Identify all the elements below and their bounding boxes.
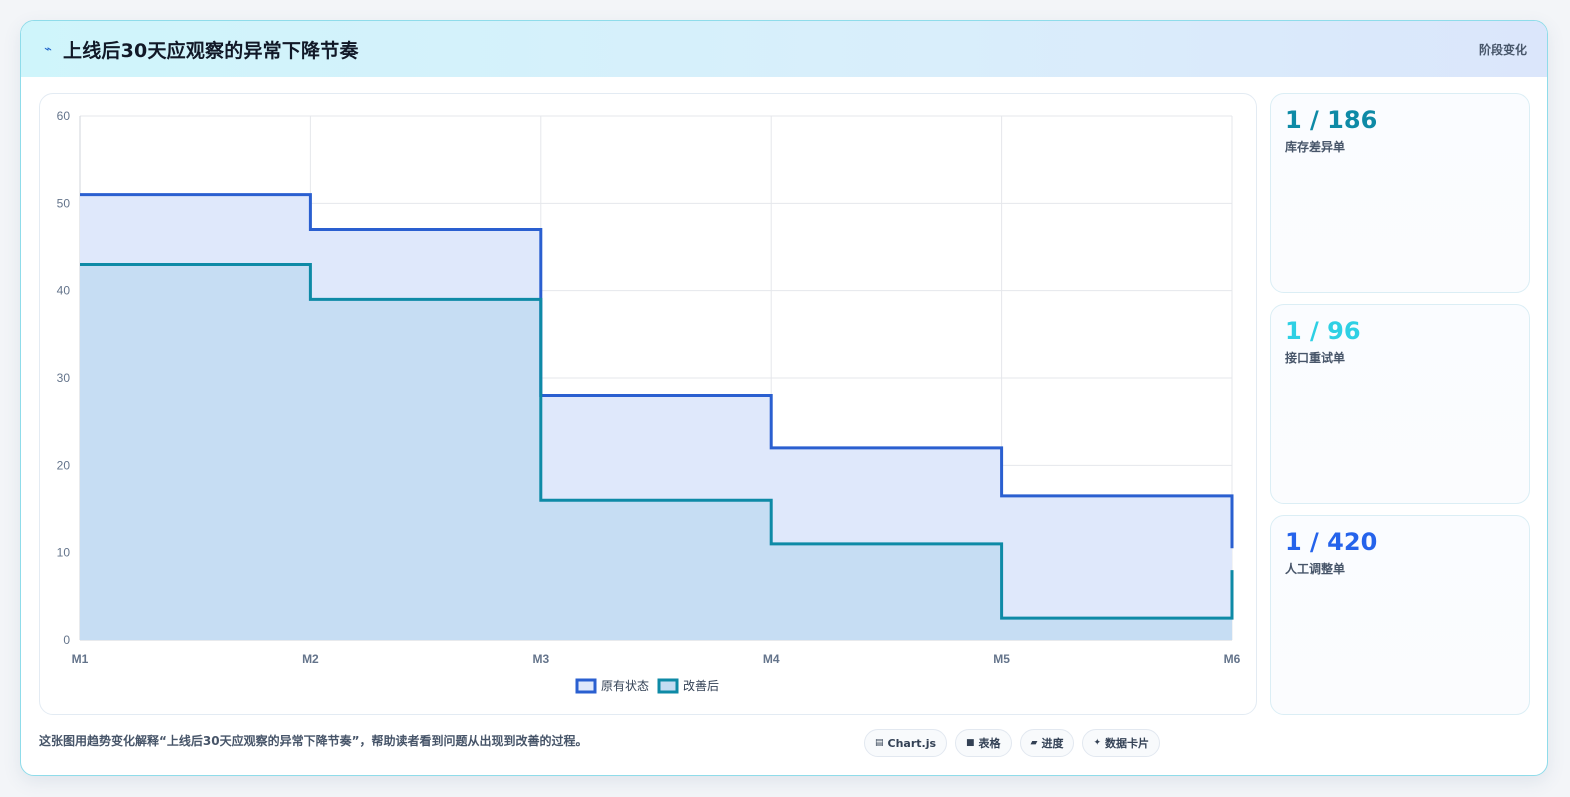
y-tick-label: 20 xyxy=(57,458,71,472)
stat-value: 1 / 420 xyxy=(1285,528,1378,556)
stat-card-inventory: 1 / 186 库存差异单 xyxy=(1270,93,1530,293)
y-tick-label: 50 xyxy=(57,196,71,210)
page-title: 上线后30天应观察的异常下降节奏 xyxy=(63,39,359,62)
stat-value: 1 / 96 xyxy=(1285,317,1361,345)
x-tick-label: M6 xyxy=(1224,652,1241,666)
series-line-0 xyxy=(80,193,1234,549)
stat-card-api-retry: 1 / 96 接口重试单 xyxy=(1270,304,1530,504)
stage-change-tag: 阶段变化 xyxy=(1478,42,1527,57)
legend-swatch xyxy=(575,678,597,694)
tech-chips: ▤ Chart.js ■ 表格 ▰ 进度 ✦ 数据卡片 xyxy=(864,729,1161,757)
legend-label: 原有状态 xyxy=(601,679,649,693)
x-tick-label: M5 xyxy=(993,652,1010,666)
chip-data-card[interactable]: ✦ 数据卡片 xyxy=(1082,729,1161,757)
chip-label: 表格 xyxy=(978,737,1001,750)
stat-value: 1 / 186 xyxy=(1285,106,1378,134)
lightning-icon: ⌁ xyxy=(44,41,52,57)
legend-label: 改善后 xyxy=(683,678,719,693)
stat-label: 人工调整单 xyxy=(1285,562,1346,576)
dashboard-card: ⌁ 上线后30天应观察的异常下降节奏 阶段变化 0 10 20 30 40 50 60 M1 M… xyxy=(20,20,1548,776)
chip-label: 数据卡片 xyxy=(1105,737,1150,750)
progress-icon: ▰ xyxy=(1030,738,1038,748)
series-line-1 xyxy=(80,262,1234,620)
series-area-1 xyxy=(80,264,1232,640)
step-line-chart: 0 10 20 30 40 50 60 M1 M2 M3 M4 M5 M6 原有状态 改善后 xyxy=(57,109,1241,694)
stats-column: 1 / 186 库存差异单 1 / 96 接口重试单 1 / 420 人工调整单 xyxy=(1270,93,1530,726)
y-tick-label: 0 xyxy=(63,633,70,647)
table-icon: ■ xyxy=(966,738,975,748)
x-tick-label: M3 xyxy=(532,652,549,666)
y-tick-label: 10 xyxy=(57,546,71,560)
chip-label: Chart.js xyxy=(887,736,937,750)
y-tick-label: 40 xyxy=(57,284,71,298)
x-tick-label: M4 xyxy=(763,652,780,666)
stat-card-manual-adjust: 1 / 420 人工调整单 xyxy=(1270,515,1530,715)
x-tick-label: M2 xyxy=(302,652,319,666)
y-tick-label: 30 xyxy=(57,371,71,385)
chart-icon: ▤ xyxy=(875,738,884,748)
legend-swatch xyxy=(657,678,679,694)
card-header: ⌁ 上线后30天应观察的异常下降节奏 阶段变化 xyxy=(21,21,1547,77)
x-tick-label: M1 xyxy=(72,652,89,666)
y-tick-label: 60 xyxy=(57,109,71,123)
chart-panel: 0 10 20 30 40 50 60 M1 M2 M3 M4 M5 M6 原有状态 改善后 xyxy=(39,93,1257,715)
stat-label: 接口重试单 xyxy=(1285,351,1346,365)
chip-table[interactable]: ■ 表格 xyxy=(955,729,1012,757)
stat-label: 库存差异单 xyxy=(1285,140,1346,154)
chip-label: 进度 xyxy=(1041,737,1064,750)
chip-chartjs[interactable]: ▤ Chart.js xyxy=(864,729,948,757)
chip-progress[interactable]: ▰ 进度 xyxy=(1019,729,1075,757)
title-wrap: ⌁ 上线后30天应观察的异常下降节奏 xyxy=(41,36,359,63)
card-body: 0 10 20 30 40 50 60 M1 M2 M3 M4 M5 M6 原有状态 改善后 1 / 186… xyxy=(21,77,1547,775)
chart-description: 这张图用趋势变化解释“上线后30天应观察的异常下降节奏”，帮助读者看到问题从出现… xyxy=(39,734,588,748)
sparkle-icon: ✦ xyxy=(1093,738,1102,748)
